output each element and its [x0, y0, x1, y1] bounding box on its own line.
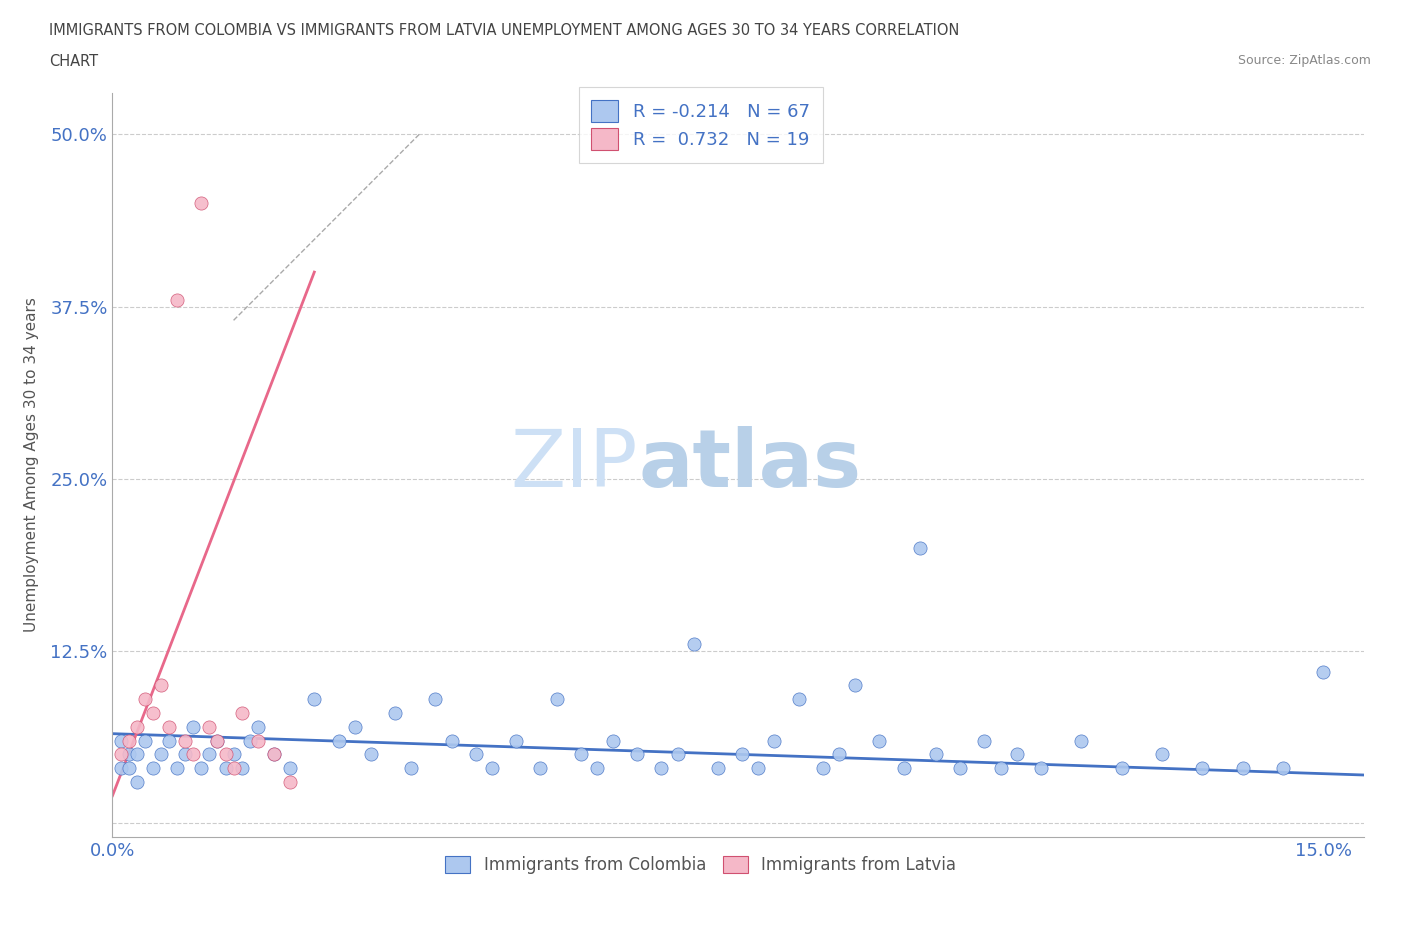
Point: [263, 747, 285, 762]
Text: Source: ZipAtlas.com: Source: ZipAtlas.com: [1237, 54, 1371, 67]
Point: [1111, 761, 1133, 776]
Point: [231, 761, 253, 776]
Point: [811, 761, 834, 776]
Point: [181, 719, 204, 734]
Point: [868, 733, 890, 748]
Point: [328, 733, 350, 748]
Point: [626, 747, 648, 762]
Point: [174, 733, 197, 748]
Point: [110, 747, 132, 762]
Point: [125, 775, 148, 790]
Point: [125, 747, 148, 762]
Legend: Immigrants from Colombia, Immigrants from Latvia: Immigrants from Colombia, Immigrants fro…: [436, 846, 966, 884]
Point: [190, 196, 212, 211]
Point: [134, 733, 156, 748]
Point: [174, 747, 197, 762]
Y-axis label: Unemployment Among Ages 30 to 34 years: Unemployment Among Ages 30 to 34 years: [24, 298, 39, 632]
Point: [440, 733, 463, 748]
Point: [110, 761, 132, 776]
Point: [1070, 733, 1092, 748]
Point: [343, 719, 366, 734]
Point: [181, 747, 204, 762]
Point: [207, 733, 229, 748]
Point: [214, 747, 236, 762]
Text: CHART: CHART: [49, 54, 98, 69]
Point: [828, 747, 851, 762]
Point: [893, 761, 915, 776]
Point: [263, 747, 285, 762]
Point: [149, 678, 172, 693]
Point: [747, 761, 769, 776]
Point: [529, 761, 551, 776]
Point: [117, 733, 139, 748]
Point: [731, 747, 754, 762]
Point: [925, 747, 948, 762]
Point: [214, 761, 236, 776]
Point: [149, 747, 172, 762]
Point: [246, 719, 269, 734]
Point: [117, 761, 139, 776]
Point: [110, 733, 132, 748]
Point: [198, 747, 221, 762]
Point: [278, 775, 301, 790]
Point: [990, 761, 1012, 776]
Point: [360, 747, 382, 762]
Point: [586, 761, 609, 776]
Point: [546, 692, 568, 707]
Point: [134, 692, 156, 707]
Point: [1272, 761, 1295, 776]
Point: [231, 706, 253, 721]
Point: [787, 692, 810, 707]
Point: [682, 637, 704, 652]
Point: [190, 761, 212, 776]
Point: [763, 733, 786, 748]
Point: [844, 678, 866, 693]
Point: [222, 747, 245, 762]
Point: [142, 706, 165, 721]
Point: [142, 761, 165, 776]
Point: [157, 733, 180, 748]
Point: [1150, 747, 1173, 762]
Point: [425, 692, 447, 707]
Point: [166, 292, 188, 307]
Point: [125, 719, 148, 734]
Point: [1312, 664, 1334, 679]
Point: [304, 692, 326, 707]
Point: [650, 761, 672, 776]
Point: [973, 733, 995, 748]
Point: [1191, 761, 1213, 776]
Point: [481, 761, 503, 776]
Point: [278, 761, 301, 776]
Point: [1232, 761, 1254, 776]
Point: [602, 733, 624, 748]
Point: [505, 733, 527, 748]
Point: [157, 719, 180, 734]
Point: [464, 747, 486, 762]
Point: [222, 761, 245, 776]
Point: [399, 761, 422, 776]
Point: [1005, 747, 1028, 762]
Point: [384, 706, 406, 721]
Point: [239, 733, 262, 748]
Point: [117, 747, 139, 762]
Point: [207, 733, 229, 748]
Point: [1029, 761, 1052, 776]
Point: [166, 761, 188, 776]
Text: atlas: atlas: [638, 426, 860, 504]
Point: [198, 719, 221, 734]
Text: ZIP: ZIP: [510, 426, 638, 504]
Point: [908, 540, 931, 555]
Point: [666, 747, 689, 762]
Point: [707, 761, 730, 776]
Point: [569, 747, 592, 762]
Point: [246, 733, 269, 748]
Text: IMMIGRANTS FROM COLOMBIA VS IMMIGRANTS FROM LATVIA UNEMPLOYMENT AMONG AGES 30 TO: IMMIGRANTS FROM COLOMBIA VS IMMIGRANTS F…: [49, 23, 959, 38]
Point: [949, 761, 972, 776]
